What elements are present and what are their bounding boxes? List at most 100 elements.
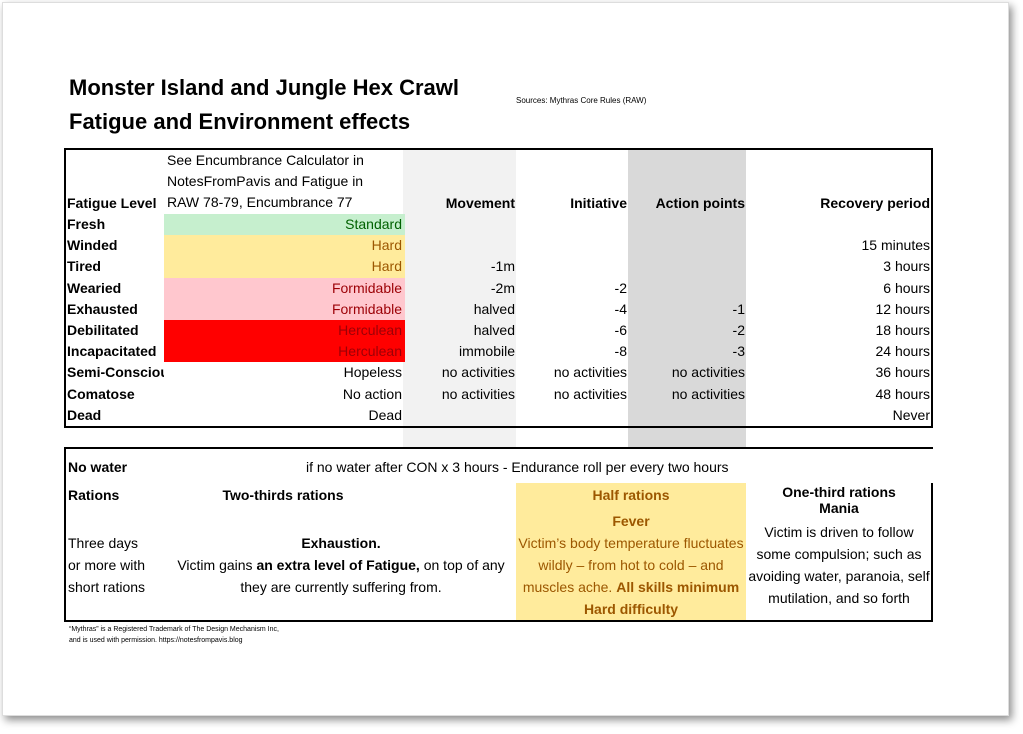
text-bold: All skills minimum Hard difficulty <box>583 579 740 617</box>
cell: -6 <box>614 322 627 338</box>
text: on top of any they are currently sufferi… <box>240 557 505 595</box>
row-label: Tired <box>67 258 101 275</box>
cell <box>405 235 518 256</box>
cell <box>630 405 748 426</box>
cell: Never <box>892 406 930 423</box>
header-cell: Initiative <box>570 195 627 211</box>
text: Victim gains <box>177 557 257 573</box>
cell: 6 hours <box>883 279 930 296</box>
cell: Standard <box>164 214 405 236</box>
label-line: or more with <box>68 557 146 573</box>
title-line: Monster Island and Jungle Hex Crawl <box>69 75 459 100</box>
row-label: Comatose <box>67 385 135 402</box>
cell <box>405 214 518 235</box>
cell: 12 hours <box>875 300 930 317</box>
footer-line: and is used with permission. https://not… <box>69 637 243 644</box>
sources: Sources: Mythras Core Rules (RAW) <box>516 96 647 105</box>
cell: -4 <box>614 300 627 317</box>
text-bold: an extra level of Fatigue, <box>256 557 420 573</box>
header-cell: Recovery period <box>820 195 930 211</box>
cell <box>518 405 630 426</box>
cell: -2 <box>732 322 745 338</box>
cell: 3 hours <box>883 258 930 275</box>
cell: no activities <box>441 364 515 381</box>
cell: -2 <box>614 279 627 296</box>
paper: Monster Island and Jungle Hex Crawl Fati… <box>2 2 1009 716</box>
half-effect: Fever Victim’s body temperature fluctuat… <box>518 510 744 620</box>
row-label: Fresh <box>67 216 106 232</box>
two-thirds-heading: Two-thirds rations <box>222 487 344 503</box>
cell: 48 hours <box>875 385 930 402</box>
cell: 24 hours <box>875 343 930 360</box>
cell: 18 hours <box>875 322 930 338</box>
header-line: RAW 78-79, Encumbrance 77 <box>167 194 353 210</box>
one-third-effect: Victim is driven to follow some compulsi… <box>748 524 930 606</box>
cell: no activities <box>671 364 745 381</box>
cell: no activities <box>553 364 627 381</box>
effect-title: Fever <box>612 513 650 529</box>
header-cell: Fatigue Level <box>67 195 157 211</box>
cell: Hopeless <box>343 364 402 381</box>
header-cell: Action points <box>655 195 745 211</box>
cell: Herculean <box>164 320 405 342</box>
header-line: See Encumbrance Calculator in <box>167 152 364 168</box>
cell: -1 <box>732 300 745 317</box>
half-rations-shade <box>516 483 746 621</box>
cell: no activities <box>441 385 515 402</box>
footer: “Mythras” is a Registered Trademark of T… <box>69 624 279 646</box>
cell <box>630 256 748 277</box>
row-label: Wearied <box>67 279 122 296</box>
cell: no activities <box>553 385 627 402</box>
text: Victim’s body temperature fluctuates wil… <box>518 535 744 595</box>
header-cell: Movement <box>445 195 515 211</box>
rule <box>64 620 933 622</box>
cell <box>748 214 933 235</box>
cell: Dead <box>368 406 402 423</box>
row-label: Winded <box>67 237 118 254</box>
fatigue-table: Fatigue Level See Encumbrance Calculator … <box>64 148 933 428</box>
rule <box>64 447 66 621</box>
rule <box>64 447 933 449</box>
effect-title: Exhaustion. <box>301 535 381 551</box>
row-label: Dead <box>67 406 102 423</box>
cell <box>630 235 748 256</box>
cell: No action <box>342 385 402 402</box>
rations-label: Rations <box>68 487 120 503</box>
cell: halved <box>473 322 515 338</box>
cell: immobile <box>458 343 515 360</box>
cell: halved <box>473 300 515 317</box>
no-water-text: if no water after CON x 3 hours - Endura… <box>306 459 729 475</box>
row-label: Semi-Conscious <box>67 364 164 381</box>
header-cell: See Encumbrance Calculator in NotesFromPa… <box>164 150 405 214</box>
cell: Hard <box>164 235 405 257</box>
cell <box>630 278 748 299</box>
cell: -3 <box>732 343 745 360</box>
cell <box>405 405 518 426</box>
cell <box>518 214 630 235</box>
column-shade <box>628 148 746 448</box>
row-label: Incapacitated <box>67 343 157 360</box>
cell <box>518 235 630 256</box>
row-label: Debilitated <box>67 322 139 338</box>
header-line: NotesFromPavis and Fatigue in <box>167 173 364 189</box>
column-shade <box>403 148 516 448</box>
cell: Formidable <box>164 277 405 299</box>
cell: Formidable <box>164 298 405 320</box>
label-line: Three days <box>68 535 139 551</box>
rule <box>931 483 933 621</box>
footer-line: “Mythras” is a Registered Trademark of T… <box>69 626 279 633</box>
heading-line: Mania <box>819 500 859 516</box>
cell: -8 <box>614 343 627 360</box>
cell <box>630 214 748 235</box>
no-water-label: No water <box>68 459 128 475</box>
title-line: Fatigue and Environment effects <box>69 109 411 134</box>
cell: -1m <box>490 258 515 275</box>
label-line: short rations <box>68 579 146 595</box>
cell: Hard <box>164 256 405 278</box>
cell <box>518 256 630 277</box>
half-heading: Half rations <box>592 487 670 503</box>
cell: 15 minutes <box>861 237 930 254</box>
short-rations-label: Three days or more with short rations <box>68 532 145 598</box>
cell: -2m <box>490 279 515 296</box>
cell: 36 hours <box>875 364 930 381</box>
